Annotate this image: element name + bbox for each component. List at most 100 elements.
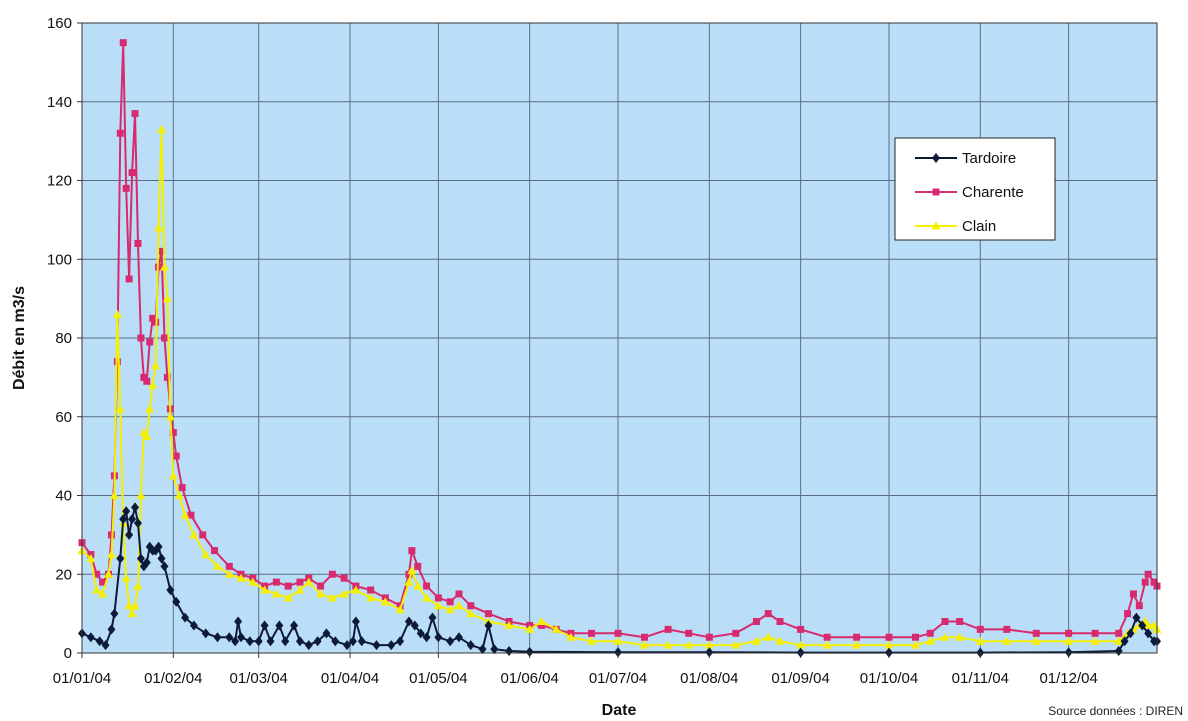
data-point-charente	[764, 610, 772, 618]
data-point-clain	[260, 585, 270, 594]
data-point-tardoire	[131, 502, 140, 513]
data-point-clain	[142, 431, 152, 440]
x-tick-label: 01/11/04	[952, 670, 1009, 687]
source-note: Source données : DIREN	[1048, 704, 1183, 718]
data-point-clain	[283, 593, 293, 602]
data-point-tardoire	[281, 636, 290, 647]
data-point-tardoire	[213, 632, 222, 643]
x-tick-label: 01/03/04	[230, 670, 288, 687]
data-point-charente	[178, 484, 186, 492]
data-point-charente	[107, 531, 115, 539]
data-point-clain	[351, 585, 361, 594]
data-point-charente	[588, 629, 596, 637]
data-point-tardoire	[234, 616, 243, 627]
data-point-tardoire	[1144, 628, 1153, 639]
data-point-charente	[976, 625, 984, 633]
data-point-charente	[956, 618, 964, 625]
data-point-clain	[124, 601, 134, 610]
data-point-charente	[1091, 629, 1099, 637]
data-point-tardoire	[416, 628, 425, 639]
data-point-clain	[248, 577, 258, 586]
data-point-charente	[885, 633, 893, 641]
data-point-clain	[224, 569, 234, 578]
data-point-clain	[884, 640, 894, 649]
data-point-tardoire	[434, 632, 443, 643]
data-point-clain	[536, 617, 546, 625]
data-point-tardoire	[110, 608, 119, 619]
x-tick-label: 01/01/04	[53, 670, 111, 687]
data-point-charente	[941, 618, 949, 625]
y-tick-label: 160	[47, 15, 72, 32]
data-point-tardoire	[410, 620, 419, 631]
data-point-charente	[1141, 578, 1149, 586]
data-point-charente	[408, 547, 416, 555]
data-point-clain	[165, 412, 175, 421]
data-point-clain	[154, 223, 164, 232]
data-point-clain	[127, 609, 137, 618]
data-point-tardoire	[1064, 647, 1073, 658]
y-tick-label: 20	[55, 566, 72, 583]
data-point-charente	[122, 184, 130, 192]
data-point-tardoire	[1120, 636, 1129, 647]
data-point-charente	[664, 625, 672, 633]
data-point-charente	[705, 633, 713, 641]
legend-label-clain: Clain	[962, 218, 996, 235]
data-point-clain	[775, 636, 785, 645]
data-point-charente	[537, 621, 545, 629]
y-axis-title: Débit en m3/s	[11, 286, 28, 390]
data-point-charente	[776, 618, 784, 625]
legend-marker-tardoire	[932, 153, 940, 163]
data-point-charente	[225, 562, 233, 570]
data-point-clain	[121, 573, 131, 582]
data-point-clain	[404, 577, 414, 586]
data-point-clain	[339, 589, 349, 598]
data-point-clain	[236, 573, 246, 582]
data-point-tardoire	[122, 506, 131, 517]
data-point-clain	[852, 640, 862, 649]
data-point-charente	[119, 39, 127, 47]
data-point-charente	[149, 314, 157, 322]
data-point-charente	[163, 373, 171, 381]
data-point-charente	[1115, 629, 1123, 637]
data-point-clain	[1002, 636, 1012, 645]
data-point-clain	[201, 550, 211, 559]
data-point-clain	[731, 640, 741, 649]
data-point-charente	[797, 625, 805, 633]
data-point-clain	[1143, 620, 1153, 629]
data-point-clain	[189, 530, 199, 539]
data-point-tardoire	[181, 612, 190, 623]
data-point-charente	[1003, 625, 1011, 633]
data-point-clain	[86, 554, 96, 562]
data-point-clain	[104, 569, 114, 578]
data-point-clain	[98, 589, 108, 598]
data-point-charente	[732, 629, 740, 637]
data-point-clain	[910, 640, 920, 649]
data-point-tardoire	[387, 640, 396, 651]
data-point-tardoire	[372, 640, 381, 651]
data-point-charente	[641, 633, 649, 641]
data-point-clain	[940, 632, 950, 641]
data-point-tardoire	[133, 518, 142, 529]
data-point-tardoire	[142, 557, 151, 568]
data-point-clain	[92, 585, 102, 594]
data-point-clain	[454, 601, 464, 610]
data-point-clain	[684, 640, 694, 649]
data-point-charente	[272, 578, 280, 586]
data-point-tardoire	[245, 636, 254, 647]
data-point-clain	[566, 632, 576, 641]
data-point-tardoire	[304, 640, 313, 651]
data-point-tardoire	[313, 636, 322, 647]
data-point-tardoire	[466, 640, 475, 651]
data-point-tardoire	[237, 632, 246, 643]
data-point-tardoire	[95, 636, 104, 647]
data-point-charente	[1124, 610, 1132, 618]
data-point-tardoire	[396, 636, 405, 647]
data-point-tardoire	[428, 612, 437, 623]
y-tick-label: 100	[47, 251, 72, 268]
data-point-charente	[172, 452, 180, 460]
data-point-tardoire	[1126, 628, 1135, 639]
data-point-clain	[466, 609, 476, 618]
data-point-charente	[405, 570, 413, 578]
data-point-tardoire	[157, 553, 166, 564]
data-point-charente	[116, 129, 124, 137]
